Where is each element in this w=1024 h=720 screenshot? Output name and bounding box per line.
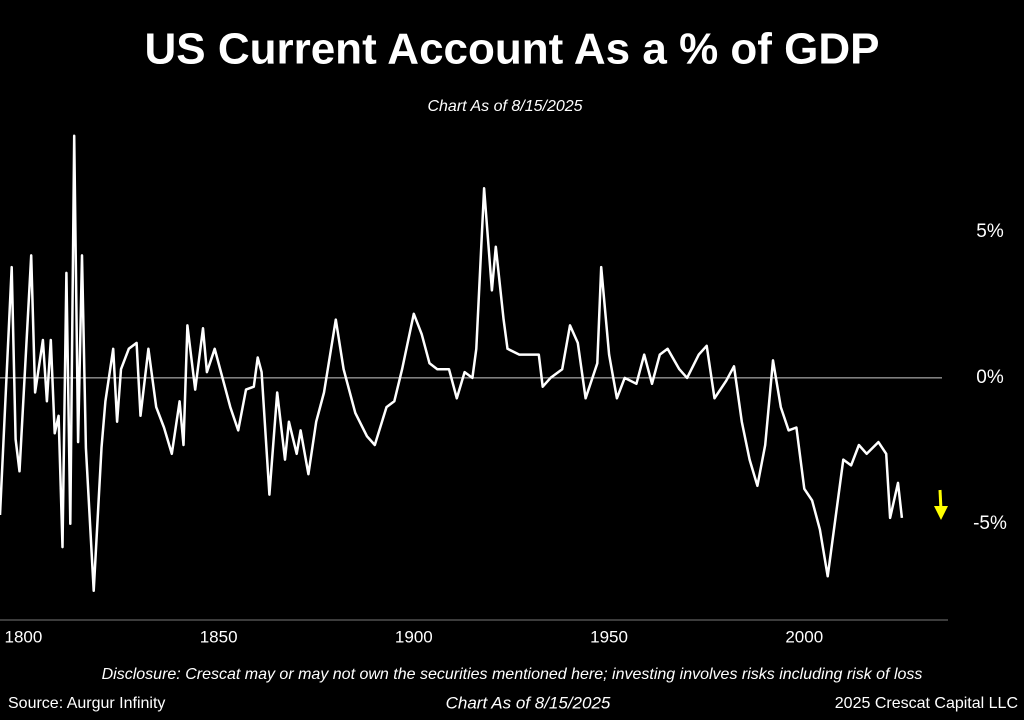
x-tick-label: 1850: [200, 627, 238, 646]
x-tick-label: 1800: [5, 627, 43, 646]
line-series: [0, 134, 904, 593]
y-tick-label: -5%: [973, 513, 1007, 534]
footer-date: Chart As of 8/15/2025: [446, 693, 611, 712]
y-tick-label: 5%: [976, 221, 1004, 242]
disclosure: Disclosure: Crescat may or may not own t…: [102, 666, 923, 683]
x-tick-label: 1950: [590, 627, 628, 646]
x-tick-label: 1900: [395, 627, 433, 646]
chart-subtitle: Chart As of 8/15/2025: [427, 98, 582, 115]
trend-arrow: [934, 489, 948, 520]
source: Source: Aurgur Infinity: [8, 695, 165, 712]
chart-title: US Current Account As a % of GDP: [144, 25, 879, 74]
x-tick-label: 2000: [785, 627, 823, 646]
y-tick-label: 0%: [976, 367, 1004, 388]
copyright: 2025 Crescat Capital LLC: [835, 695, 1018, 712]
